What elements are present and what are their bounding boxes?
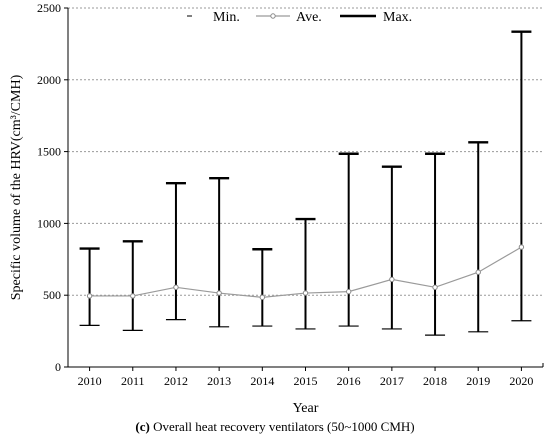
x-tick-label-2011: 2011: [121, 374, 145, 388]
y-tick-label-500: 500: [43, 288, 61, 302]
x-tick-label-2020: 2020: [509, 374, 533, 388]
average-point-2013: [216, 290, 222, 296]
y-tick-label-0: 0: [55, 360, 61, 374]
x-tick-label-2016: 2016: [337, 374, 361, 388]
x-tick-label-2014: 2014: [250, 374, 274, 388]
average-point-2020: [518, 244, 525, 250]
average-point-2019: [475, 269, 481, 275]
average-point-2017: [389, 276, 395, 283]
caption-text: Overall heat recovery ventilators (50~10…: [153, 419, 415, 434]
average-point-2014: [259, 294, 266, 301]
x-tick-label-2013: 2013: [207, 374, 231, 388]
x-tick-label-2012: 2012: [164, 374, 188, 388]
average-point-2012: [173, 284, 179, 291]
x-tick-label-2017: 2017: [380, 374, 404, 388]
legend-max-label: Max.: [383, 10, 412, 25]
average-point-2018: [432, 284, 438, 291]
figure-caption: (c) Overall heat recovery ventilators (5…: [0, 419, 550, 435]
legend-ave-label: Ave.: [296, 10, 322, 25]
average-point-2016: [345, 288, 352, 295]
x-axis-title: Year: [293, 401, 319, 416]
y-tick-label-1500: 1500: [37, 145, 61, 159]
average-point-2010: [86, 293, 93, 299]
caption-label: (c): [135, 419, 150, 434]
y-tick-label-2500: 2500: [37, 1, 61, 15]
x-tick-label-2015: 2015: [294, 374, 318, 388]
average-point-2011: [130, 293, 136, 299]
legend-min-label: Min.: [213, 10, 240, 25]
y-tick-label-2000: 2000: [37, 73, 61, 87]
average-point-2015: [302, 290, 309, 296]
x-tick-label-2019: 2019: [466, 374, 490, 388]
y-axis-title: Specific volume of the HRV(cm³/CMH): [9, 74, 24, 300]
legend-ave-swatch-marker: [270, 13, 276, 19]
x-tick-label-2010: 2010: [78, 374, 102, 388]
y-tick-label-1000: 1000: [37, 216, 61, 230]
x-tick-label-2018: 2018: [423, 374, 447, 388]
